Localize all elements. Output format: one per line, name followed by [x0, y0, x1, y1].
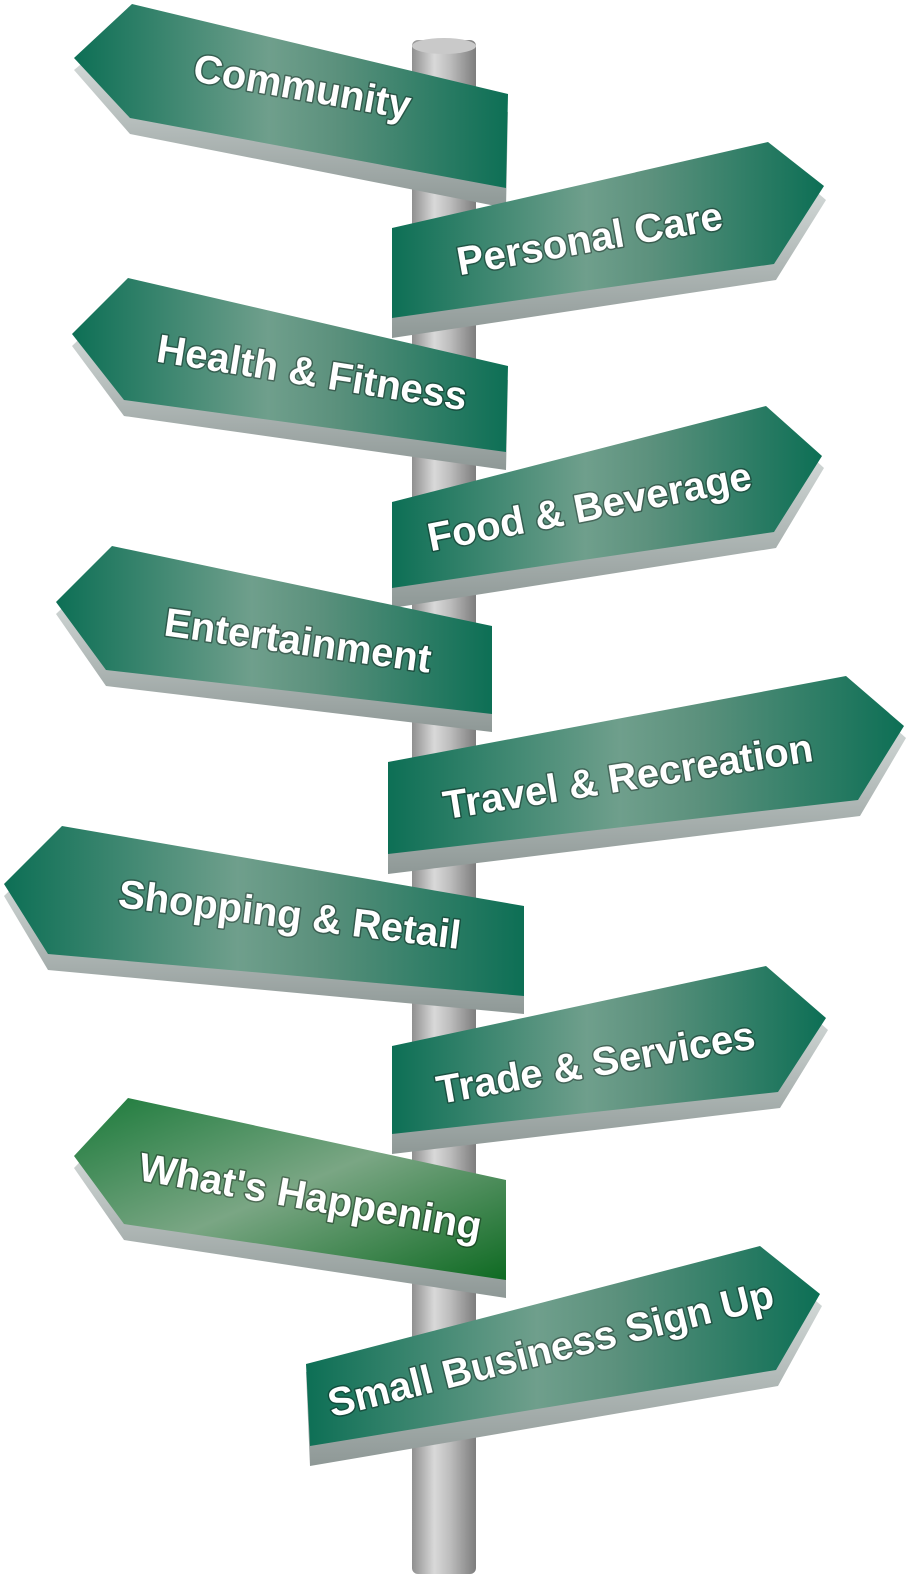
sign-personal-care[interactable]: Personal Care — [392, 142, 826, 338]
sign-entertainment[interactable]: Entertainment — [56, 546, 492, 732]
sign-health-fitness[interactable]: Health & Fitness — [72, 278, 508, 470]
sign-travel-recreation[interactable]: Travel & Recreation — [388, 676, 906, 874]
sign-trade-services[interactable]: Trade & Services — [392, 966, 828, 1154]
sign-community[interactable]: Community — [74, 4, 508, 208]
